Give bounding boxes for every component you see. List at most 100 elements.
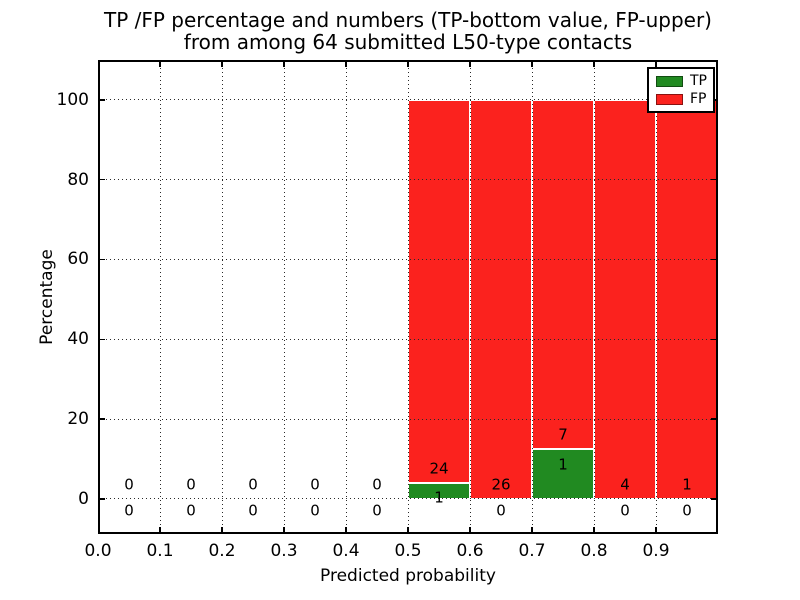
fp-count-label: 4 xyxy=(620,475,630,494)
fp-count-label: 0 xyxy=(186,475,196,494)
x-gridline xyxy=(469,60,471,534)
fp-count-label: 24 xyxy=(429,459,449,478)
chart-title-line1: TP /FP percentage and numbers (TP-bottom… xyxy=(104,8,712,32)
tp-count-label: 0 xyxy=(372,501,382,520)
x-tick-label: 0.8 xyxy=(580,541,608,561)
fp-count-label: 0 xyxy=(248,475,258,494)
x-tick-mark xyxy=(407,527,409,532)
tp-count-label: 0 xyxy=(310,501,320,520)
x-tick-label: 0.2 xyxy=(208,541,236,561)
fp-count-label: 26 xyxy=(491,475,511,494)
legend-color-swatch-fp xyxy=(656,93,683,105)
x-tick-mark xyxy=(221,62,223,67)
x-tick-label: 0.0 xyxy=(84,541,112,561)
chart-title: TP /FP percentage and numbers (TP-bottom… xyxy=(98,9,718,53)
x-tick-mark xyxy=(469,62,471,67)
tp-count-label: 0 xyxy=(248,501,258,520)
y-gridline xyxy=(98,179,718,181)
tp-count-label: 0 xyxy=(682,501,692,520)
legend: TP FP xyxy=(647,67,715,113)
x-tick-mark xyxy=(593,527,595,532)
legend-color-swatch-tp xyxy=(656,75,683,87)
fp-count-label: 7 xyxy=(558,425,568,444)
y-tick-label: 80 xyxy=(67,169,89,190)
x-tick-label: 0.5 xyxy=(394,541,422,561)
x-tick-mark xyxy=(345,62,347,67)
y-tick-label: 40 xyxy=(67,329,89,350)
plot-area: 0 0 0 0 0 0 0 0 0 0 24 1 26 0 7 1 4 0 1 0 xyxy=(98,60,718,534)
y-gridline xyxy=(98,99,718,101)
y-tick-mark xyxy=(100,178,105,181)
y-tick-label: 20 xyxy=(67,409,89,430)
fp-bar xyxy=(656,99,718,499)
y-tick-mark xyxy=(711,418,716,420)
y-gridline xyxy=(98,418,718,420)
legend-item-fp: FP xyxy=(649,92,713,106)
fp-count-label: 0 xyxy=(310,475,320,494)
x-tick-mark xyxy=(531,62,533,67)
y-tick-mark xyxy=(711,498,716,500)
x-gridline xyxy=(407,60,409,534)
x-tick-mark xyxy=(283,62,285,67)
x-tick-mark xyxy=(98,62,99,67)
tp-count-label: 1 xyxy=(434,488,444,507)
y-gridline xyxy=(98,338,718,340)
x-tick-mark xyxy=(159,62,161,67)
y-tick-mark xyxy=(711,258,716,261)
x-gridline xyxy=(531,60,533,534)
y-gridline xyxy=(98,258,718,260)
y-tick-label: 100 xyxy=(56,89,89,110)
x-gridline xyxy=(221,60,223,534)
x-tick-label: 0.3 xyxy=(270,541,298,561)
x-gridline xyxy=(159,60,161,534)
y-tick-mark xyxy=(100,418,105,420)
tp-count-label: 0 xyxy=(496,501,506,520)
x-tick-label: 0.4 xyxy=(332,541,360,561)
chart-title-line2: from among 64 submitted L50-type contact… xyxy=(183,30,633,54)
x-gridline xyxy=(345,60,347,534)
y-tick-label: 60 xyxy=(67,249,89,270)
y-tick-mark xyxy=(100,338,105,341)
fp-count-label: 0 xyxy=(124,475,134,494)
x-tick-mark xyxy=(159,527,161,532)
x-tick-mark xyxy=(283,527,285,532)
x-tick-mark xyxy=(655,527,657,532)
y-tick-mark xyxy=(711,338,716,341)
x-tick-mark xyxy=(407,62,409,67)
y-tick-label: 0 xyxy=(78,488,89,509)
tp-count-label: 1 xyxy=(558,455,568,474)
fp-bar xyxy=(594,99,656,499)
x-tick-label: 0.6 xyxy=(456,541,484,561)
x-tick-label: 0.9 xyxy=(642,541,670,561)
x-tick-mark xyxy=(531,527,533,532)
legend-label-tp: TP xyxy=(690,73,707,89)
legend-item-tp: TP xyxy=(649,74,713,88)
x-tick-label: 0.7 xyxy=(518,541,546,561)
tp-count-label: 0 xyxy=(124,501,134,520)
x-tick-mark xyxy=(221,527,223,532)
x-tick-label: 0.1 xyxy=(146,541,174,561)
y-tick-mark xyxy=(100,498,105,500)
x-tick-mark xyxy=(345,527,347,532)
fp-count-label: 1 xyxy=(682,475,692,494)
x-tick-mark xyxy=(98,527,99,532)
x-gridline xyxy=(593,60,595,534)
fp-bar xyxy=(470,99,532,499)
y-tick-mark xyxy=(100,99,105,101)
x-tick-mark xyxy=(593,62,595,67)
y-tick-mark xyxy=(711,178,716,181)
fp-bar xyxy=(532,99,594,449)
fp-count-label: 0 xyxy=(372,475,382,494)
tp-count-label: 0 xyxy=(620,501,630,520)
legend-label-fp: FP xyxy=(690,91,707,107)
y-gridline xyxy=(98,498,718,500)
x-axis-label: Predicted probability xyxy=(320,566,496,586)
x-tick-mark xyxy=(655,62,657,67)
tp-bar xyxy=(532,449,594,499)
x-tick-mark xyxy=(469,527,471,532)
tp-count-label: 0 xyxy=(186,501,196,520)
x-gridline xyxy=(283,60,285,534)
y-tick-mark xyxy=(100,258,105,261)
fp-bar xyxy=(408,99,470,483)
